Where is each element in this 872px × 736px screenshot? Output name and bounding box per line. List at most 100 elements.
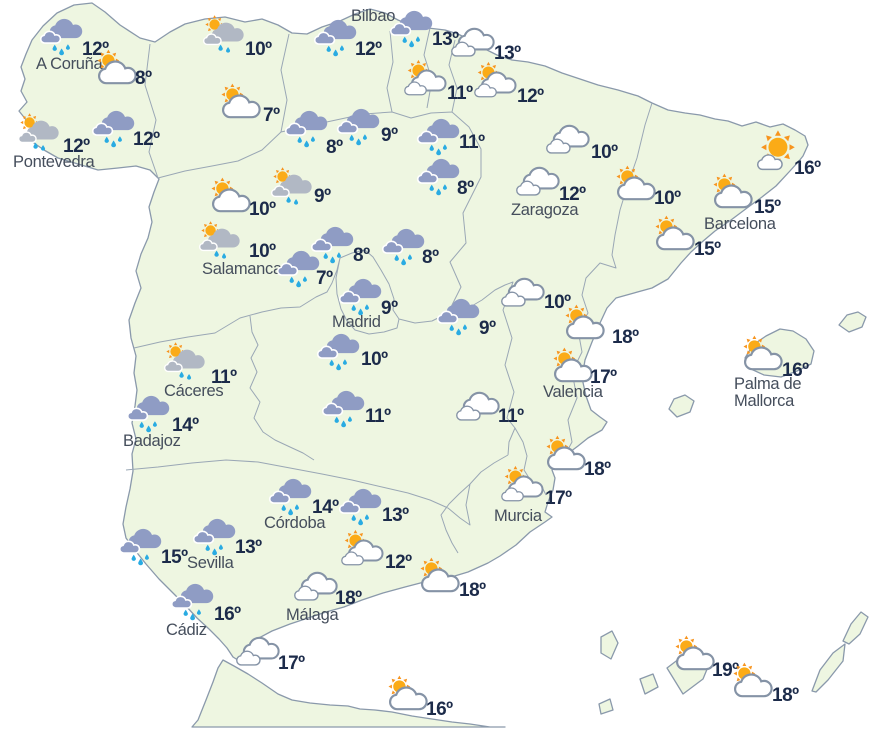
city-label-sevilla: Sevilla xyxy=(187,554,234,572)
weather-icon-suncloud-palma xyxy=(739,336,787,380)
weather-icon-suncloud2-rioja xyxy=(404,60,452,104)
la-gomera-island xyxy=(598,698,614,715)
weather-icon-cloud-teruel xyxy=(499,274,547,318)
temperature-alicante: 18º xyxy=(584,459,611,480)
fuerteventura-island xyxy=(811,643,846,693)
weather-icon-suncloud-lleida xyxy=(612,166,660,210)
weather-icon-sunrain-salamanca xyxy=(199,220,247,264)
gran-canaria-island xyxy=(639,673,659,695)
weather-icon-suncloud-galicia-ne xyxy=(93,50,141,94)
temperature-toledo: 10º xyxy=(361,349,388,370)
temperature-navarra-n: 13º xyxy=(494,43,521,64)
temperature-teruel: 10º xyxy=(544,292,571,313)
city-label-pontevedra: Pontevedra xyxy=(13,153,95,171)
weather-icon-suncloud2-murcia xyxy=(501,466,549,510)
temperature-murcia: 17º xyxy=(545,488,572,509)
city-label-barcelona: Barcelona xyxy=(704,215,776,233)
temperature-valladolid: 10º xyxy=(249,199,276,220)
city-label-a-coruna: A Coruña xyxy=(36,55,103,73)
weather-icon-rain-cuenca xyxy=(437,296,485,340)
la-palma-island xyxy=(600,630,619,660)
temperature-basque-e: 13º xyxy=(432,29,459,50)
city-label-madrid: Madrid xyxy=(332,313,381,331)
weather-icon-rain-jaen xyxy=(339,486,387,530)
temperature-rioja-s: 11º xyxy=(459,132,485,153)
weather-icon-sunrain-pontevedra xyxy=(18,112,66,156)
city-label-malaga: Málaga xyxy=(286,606,339,624)
weather-icon-rain-cadiz xyxy=(171,581,219,625)
weather-icon-sunrain-caceres xyxy=(164,341,212,385)
temperature-palma: 16º xyxy=(782,360,809,381)
temperature-bilbao: 12º xyxy=(355,39,382,60)
temperature-malaga: 18º xyxy=(335,588,362,609)
weather-icon-rain-badajoz xyxy=(127,393,175,437)
city-label-bilbao: Bilbao xyxy=(351,7,396,25)
temperature-burgos: 9º xyxy=(381,125,398,146)
city-label-valencia: Valencia xyxy=(543,383,603,401)
lanzarote-island xyxy=(842,611,869,645)
temperature-galicia-ne: 8º xyxy=(135,68,152,89)
temperature-caceres: 11º xyxy=(211,367,237,388)
temperature-galicia-s: 12º xyxy=(133,129,160,150)
temperature-zamora: 9º xyxy=(314,186,331,207)
weather-icon-rain-burgos xyxy=(337,106,385,150)
temperature-sevilla: 13º xyxy=(235,537,262,558)
temperature-asturias: 10º xyxy=(245,39,272,60)
city-label-cadiz: Cádiz xyxy=(166,621,207,639)
weather-icon-suncloud-valladolid xyxy=(207,178,255,222)
temperature-navarra-s: 12º xyxy=(517,86,544,107)
temperature-estrecho: 17º xyxy=(278,653,305,674)
temperature-lleida: 10º xyxy=(654,188,681,209)
weather-icon-suncloud2-navarra-s xyxy=(474,62,522,106)
weather-icon-suncloud-castellon xyxy=(561,305,609,349)
temperature-granada: 12º xyxy=(385,552,412,573)
temperature-ciudad-real: 11º xyxy=(365,406,391,427)
weather-icon-rain-huelva xyxy=(119,526,167,570)
weather-icon-cloud-albacete xyxy=(454,388,502,432)
temperature-almeria: 18º xyxy=(459,580,486,601)
temperature-jaen: 13º xyxy=(382,505,409,526)
temperature-badajoz: 14º xyxy=(172,415,199,436)
weather-icon-suncloud-alicante xyxy=(542,436,590,480)
temperature-leon: 7º xyxy=(263,105,280,126)
temperature-segovia: 8º xyxy=(353,245,370,266)
landmasses xyxy=(18,2,869,728)
weather-icon-rain-rioja-s xyxy=(417,116,465,160)
temperature-leon-s: 8º xyxy=(326,137,343,158)
weather-icon-rain-ciudad-real xyxy=(322,388,370,432)
weather-icon-rain-segovia xyxy=(311,224,359,268)
temperature-canarias-oeste: 19º xyxy=(712,660,739,681)
weather-icon-suncloud-canarias-este xyxy=(729,663,777,707)
city-label-cordoba: Córdoba xyxy=(264,514,326,532)
temperature-huelva: 15º xyxy=(161,547,188,568)
mainland-spain xyxy=(18,2,809,663)
temperature-barcelona: 15º xyxy=(754,197,781,218)
temperature-salamanca: 10º xyxy=(249,241,276,262)
weather-icon-rain-a-coruna xyxy=(40,16,88,60)
temperature-tarragona: 15º xyxy=(694,239,721,260)
temperature-soria: 8º xyxy=(457,178,474,199)
temperature-canarias-este: 18º xyxy=(772,685,799,706)
weather-icon-suncloud-barcelona xyxy=(709,174,757,218)
menorca-island xyxy=(838,311,867,333)
temperature-melilla: 16º xyxy=(426,699,453,720)
city-label-caceres: Cáceres xyxy=(164,382,224,400)
weather-icon-rain-toledo xyxy=(317,331,365,375)
temperature-guadalajara: 8º xyxy=(422,247,439,268)
temperature-albacete: 11º xyxy=(498,406,524,427)
temperature-cadiz: 16º xyxy=(214,604,241,625)
temperature-cuenca: 9º xyxy=(479,318,496,339)
temperature-rioja: 11º xyxy=(447,83,473,104)
city-label-palma: Palma de Mallorca xyxy=(734,375,802,411)
weather-icon-suncloud-almeria xyxy=(416,558,464,602)
city-label-salamanca: Salamanca xyxy=(202,260,282,278)
ibiza-island xyxy=(668,394,695,418)
weather-icon-suncloud-melilla xyxy=(384,676,432,720)
weather-icon-suncloud-tarragona xyxy=(651,216,699,260)
city-label-zaragoza: Zaragoza xyxy=(511,201,579,219)
temperature-castellon: 18º xyxy=(612,327,639,348)
weather-icon-sunrain-zamora xyxy=(271,166,319,210)
temperature-girona: 16º xyxy=(794,158,821,179)
